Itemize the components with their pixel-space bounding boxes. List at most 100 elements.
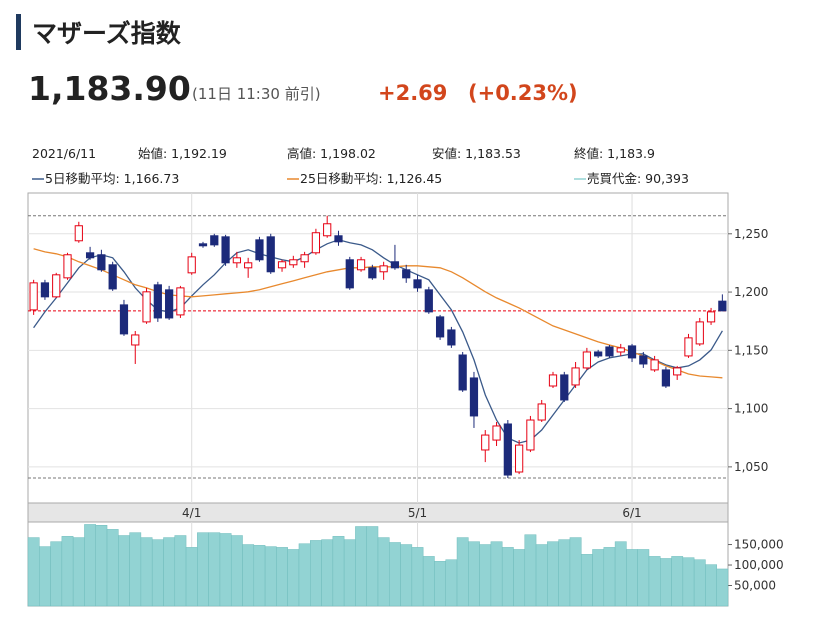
price-time: (11日 11:30 前引) — [192, 85, 321, 103]
volume-bar — [682, 557, 695, 607]
candle-body — [424, 289, 433, 313]
candle-body — [469, 377, 479, 417]
candle-body — [165, 289, 174, 319]
candle-body — [300, 254, 309, 263]
candle-body — [537, 403, 546, 421]
volume-bar — [242, 544, 255, 607]
candle-body — [187, 256, 196, 274]
info-date: 2021/6/11 — [32, 146, 96, 161]
candle-body — [582, 351, 591, 369]
volume-bar — [377, 537, 390, 607]
volume-bar — [660, 558, 672, 607]
candle-body — [661, 369, 671, 387]
candle-body — [108, 264, 117, 290]
volume-bar — [95, 525, 108, 607]
volume-bar — [614, 541, 627, 607]
price: 1,183.90 — [28, 69, 191, 108]
x-tick-label: 4/1 — [182, 506, 201, 520]
candle-body — [198, 243, 208, 247]
volume-bar — [705, 564, 717, 607]
title: マザーズ指数 — [32, 19, 182, 48]
y-tick-label: 1,050 — [734, 460, 768, 474]
candle-body — [706, 311, 716, 323]
volume-bar — [535, 544, 548, 607]
candle-body — [413, 279, 422, 289]
candle-body — [52, 274, 61, 298]
volume-bar — [140, 537, 153, 607]
change-percent: (+0.23%) — [468, 81, 578, 105]
volume-bar — [27, 537, 40, 607]
candle-body — [571, 367, 580, 386]
candle-body — [345, 259, 354, 289]
candle-body — [356, 259, 366, 271]
volume-bar — [129, 532, 142, 607]
candle-body — [311, 232, 321, 254]
candle-body — [379, 265, 388, 273]
volume-bar — [208, 532, 221, 607]
volume-bar — [106, 529, 119, 607]
candle-body — [63, 254, 72, 279]
candle-body — [232, 257, 241, 264]
info-low: 安値: 1,183.53 — [432, 146, 521, 161]
volume-bar — [61, 536, 74, 607]
volume-bar — [626, 549, 638, 607]
candle-body — [605, 346, 614, 357]
y-tick-label: 1,200 — [734, 285, 768, 299]
legend-label: 5日移動平均: 1,166.73 — [45, 171, 179, 186]
candle-body — [481, 434, 490, 451]
y-tick-label: 1,150 — [734, 343, 768, 357]
volume-bar — [39, 546, 51, 607]
candle-body — [97, 254, 106, 271]
candle-body — [40, 282, 50, 298]
volume-bar — [558, 539, 571, 607]
info-high: 高値: 1,198.02 — [287, 146, 376, 161]
volume-bar — [648, 556, 661, 607]
volume-bar — [321, 539, 334, 607]
candle-body — [277, 261, 287, 269]
candle-body — [142, 291, 151, 323]
volume-bar — [501, 547, 514, 607]
candle-body — [435, 316, 445, 338]
candle-body — [176, 287, 185, 316]
info-open: 始値: 1,192.19 — [138, 146, 227, 161]
candle-body — [447, 329, 456, 346]
volume-bar — [151, 539, 164, 607]
plot: 4/1 5/1 6/1 1,050 1,100 1,150 1,200 1,250 50,000… — [27, 193, 784, 607]
volume-bar — [693, 559, 706, 607]
volume-bar — [434, 561, 446, 607]
info-close: 終値: 1,183.9 — [574, 146, 655, 161]
candle-body — [289, 259, 298, 266]
volume-bar — [366, 526, 379, 607]
volume-bar — [456, 537, 469, 607]
volume-bar — [468, 541, 480, 607]
candle-body — [718, 300, 727, 312]
change: +2.69 — [378, 81, 447, 105]
volume-bar — [343, 539, 356, 607]
volume-bar — [174, 535, 187, 607]
x-tick-label: 6/1 — [622, 506, 641, 520]
volume-bar — [185, 547, 198, 607]
candle-body — [119, 304, 129, 335]
y-tick-label: 1,250 — [734, 227, 768, 241]
candle-body — [153, 284, 162, 319]
volume-bar — [547, 541, 559, 607]
y-tick-label: 1,100 — [734, 402, 768, 416]
candle-body — [29, 282, 38, 311]
volume-bar — [580, 554, 593, 607]
volume-bar — [411, 547, 424, 607]
legend-label: 売買代金: 90,393 — [587, 171, 689, 186]
candle-body — [74, 225, 83, 242]
volume-bar — [592, 549, 605, 607]
candle-body — [334, 235, 343, 243]
volume-bar — [219, 533, 232, 607]
candle-body — [526, 419, 535, 451]
candle-body — [616, 347, 625, 353]
candle-body — [627, 345, 637, 359]
volume-bar — [479, 544, 492, 607]
volume-bar — [84, 524, 96, 607]
candle-body — [323, 223, 332, 237]
candle-body — [368, 267, 377, 279]
volume-bar — [163, 537, 176, 607]
volume-bar — [355, 526, 367, 607]
volume-bar — [422, 556, 435, 607]
